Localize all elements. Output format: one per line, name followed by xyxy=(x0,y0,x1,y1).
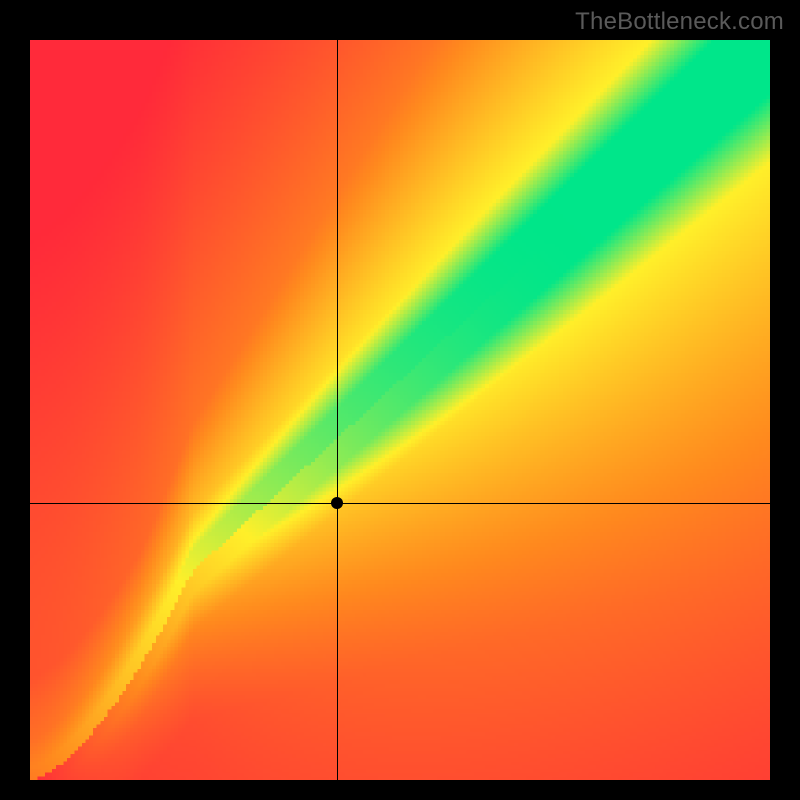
watermark-text: TheBottleneck.com xyxy=(575,8,784,36)
chart-container: TheBottleneck.com xyxy=(0,0,800,800)
heatmap-wrap xyxy=(30,40,770,780)
heatmap-canvas xyxy=(30,40,770,780)
